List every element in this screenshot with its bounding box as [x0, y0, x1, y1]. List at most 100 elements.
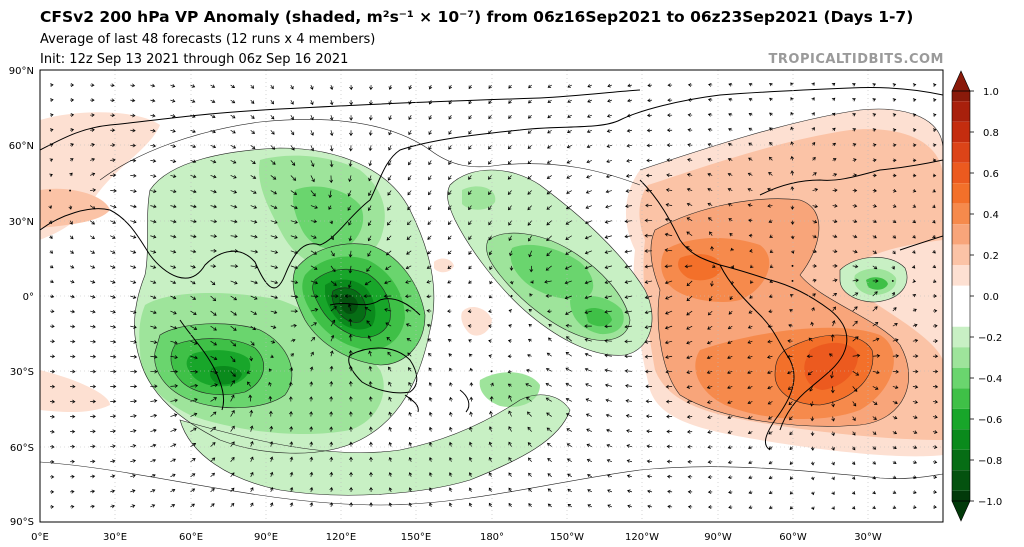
wind-vector: [528, 457, 532, 462]
wind-vector: [790, 97, 794, 101]
wind-vector: [644, 310, 653, 315]
wind-vector: [872, 321, 879, 327]
wind-vector: [290, 294, 299, 299]
wind-vector: [290, 265, 299, 270]
wind-vector: [665, 399, 673, 404]
wind-vector: [387, 205, 392, 211]
wind-vector: [270, 220, 278, 224]
wind-vector: [309, 411, 313, 417]
wind-vector: [932, 505, 937, 509]
wind-vector: [748, 82, 753, 87]
wind-vector: [666, 128, 673, 133]
wind-vector: [426, 294, 432, 299]
wind-vector: [566, 443, 572, 447]
wind-vector: [364, 280, 372, 286]
wind-vector: [468, 84, 472, 90]
wind-vector: [830, 386, 835, 394]
wind-vector: [190, 427, 197, 432]
wind-vector: [170, 234, 177, 239]
wind-vector: [707, 475, 713, 479]
wind-vector: [508, 487, 512, 493]
wind-vector: [170, 83, 176, 88]
wind-vector: [892, 307, 897, 312]
wind-vector: [810, 416, 815, 422]
wind-vector: [747, 400, 753, 405]
wind-vector: [911, 265, 916, 269]
wind-vector: [388, 472, 393, 477]
wind-vector: [150, 384, 158, 389]
wind-vector: [49, 279, 54, 284]
wind-vector: [769, 234, 773, 238]
wind-vector: [707, 97, 713, 102]
wind-vector: [406, 338, 412, 342]
wind-vector: [90, 324, 96, 329]
wind-vector: [290, 160, 296, 166]
wind-vector: [624, 234, 633, 239]
wind-vector: [170, 458, 176, 463]
wind-vector: [329, 471, 334, 477]
colorbar-swatch: [952, 388, 970, 409]
wind-vector: [130, 83, 136, 88]
wind-vector: [348, 175, 352, 183]
wind-vector: [330, 319, 336, 327]
wind-vector: [328, 190, 333, 199]
wind-vector: [892, 158, 897, 163]
wind-vector: [309, 426, 314, 432]
wind-vector: [428, 175, 432, 181]
wind-vector: [508, 205, 512, 211]
wind-vector: [250, 456, 254, 462]
wind-vector: [547, 458, 552, 463]
wind-vector: [90, 369, 97, 374]
wind-vector: [170, 144, 177, 148]
wind-vector: [150, 310, 157, 315]
wind-vector: [408, 411, 413, 417]
wind-vector: [664, 264, 673, 269]
wind-vector: [90, 444, 96, 449]
wind-vector: [728, 490, 733, 494]
wind-vector: [468, 99, 472, 105]
wind-vector: [666, 429, 673, 434]
wind-vector: [625, 384, 633, 388]
wind-vector: [369, 502, 373, 507]
wind-vector: [811, 112, 815, 116]
wind-vector: [727, 355, 733, 360]
wind-vector: [626, 158, 633, 163]
wind-vector: [110, 429, 116, 434]
wind-vector: [310, 235, 317, 239]
wind-vector: [769, 279, 773, 283]
lat-tick-label: 0°: [23, 292, 34, 303]
wind-vector: [810, 431, 815, 437]
wind-vector: [831, 461, 835, 466]
wind-vector: [790, 155, 795, 161]
wind-vector: [749, 248, 753, 253]
wind-vector: [727, 415, 733, 420]
wind-vector: [290, 280, 299, 285]
wind-vector: [664, 325, 673, 330]
wind-vector: [210, 159, 217, 164]
wind-vector: [767, 187, 773, 192]
wind-vector: [567, 488, 572, 493]
wind-vector: [831, 97, 836, 102]
wind-vector: [912, 475, 917, 479]
wind-vector: [230, 394, 235, 402]
wind-vector: [230, 425, 235, 432]
wind-vector: [230, 310, 237, 316]
lat-tick-label: 30°S: [10, 367, 34, 378]
wind-vector: [347, 303, 352, 312]
wind-vector: [130, 98, 136, 103]
negative-shading-indian-06: [210, 366, 242, 385]
wind-vector: [387, 351, 392, 357]
wind-vector: [290, 205, 298, 210]
wind-vector: [408, 487, 413, 493]
wind-vector: [367, 220, 372, 226]
wind-vector: [707, 202, 713, 207]
wind-vector: [645, 203, 653, 208]
wind-vector: [644, 295, 653, 300]
wind-vector: [448, 441, 453, 447]
wind-vector: [912, 173, 917, 178]
wind-vector: [329, 130, 334, 137]
wind-vector: [769, 112, 773, 116]
wind-vector: [528, 250, 532, 258]
wind-vector: [386, 220, 392, 226]
wind-vector: [624, 354, 632, 359]
